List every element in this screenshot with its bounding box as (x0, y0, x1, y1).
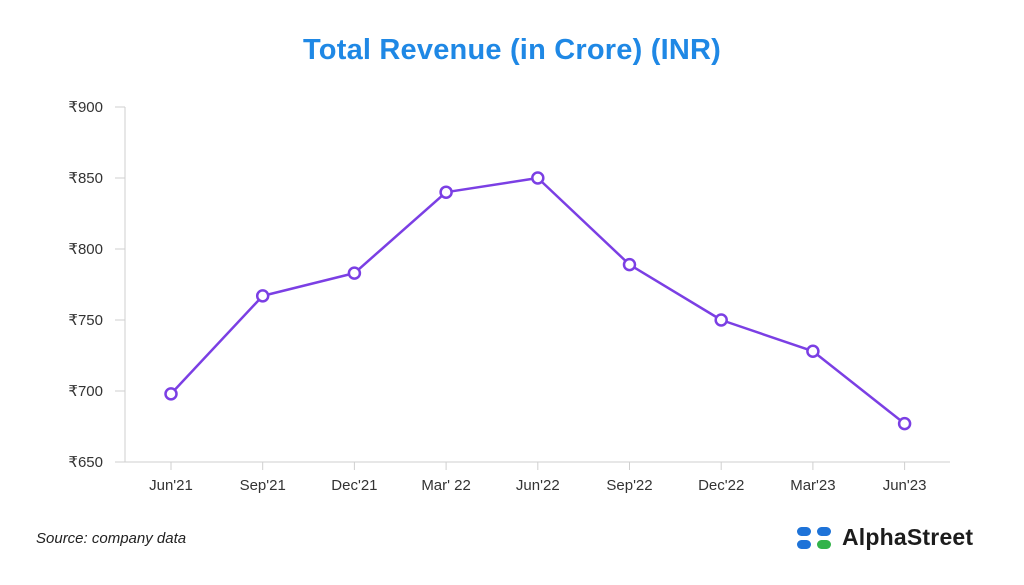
data-point (164, 387, 178, 401)
data-point (531, 171, 545, 185)
data-point (347, 266, 362, 280)
data-point (439, 185, 453, 199)
x-tick-label: Mar' 22 (421, 477, 471, 494)
x-tick-label: Sep'21 (240, 477, 286, 494)
x-tick-label: Mar'23 (790, 477, 835, 494)
x-tick-label: Jun'22 (516, 477, 560, 494)
data-point (622, 257, 637, 272)
y-tick-label: ₹850 (68, 170, 103, 187)
y-tick-label: ₹750 (68, 312, 103, 329)
brand-logo: AlphaStreet (796, 524, 973, 551)
chart-axes (124, 107, 950, 463)
series-line (170, 176, 906, 425)
y-tick-label: ₹900 (68, 99, 103, 116)
x-tick-label: Sep'22 (606, 477, 652, 494)
x-tick-label: Jun'21 (149, 477, 193, 494)
alphastreet-logo-icon (797, 526, 831, 549)
x-tick-label: Dec'22 (698, 477, 744, 494)
source-note: Source: company data (36, 530, 187, 547)
y-tick-label: ₹650 (68, 454, 103, 471)
data-point (255, 289, 270, 303)
data-point (714, 313, 728, 327)
y-tick-label: ₹800 (68, 241, 103, 258)
x-tick-label: Jun'23 (883, 477, 927, 494)
data-point (806, 344, 820, 358)
series-group (164, 171, 912, 431)
y-axis-ticks: ₹900 ₹850 ₹800 ₹750 ₹700 ₹650 (68, 99, 125, 471)
x-tick-label: Dec'21 (331, 477, 377, 494)
y-tick-label: ₹700 (68, 383, 103, 400)
chart-title: Total Revenue (in Crore) (INR) (303, 34, 721, 66)
brand-name: AlphaStreet (842, 524, 974, 550)
data-point (897, 416, 912, 431)
x-axis-ticks: Jun'21 Sep'21 Dec'21 Mar' 22 Jun'22 Sep'22 Dec… (149, 462, 926, 494)
